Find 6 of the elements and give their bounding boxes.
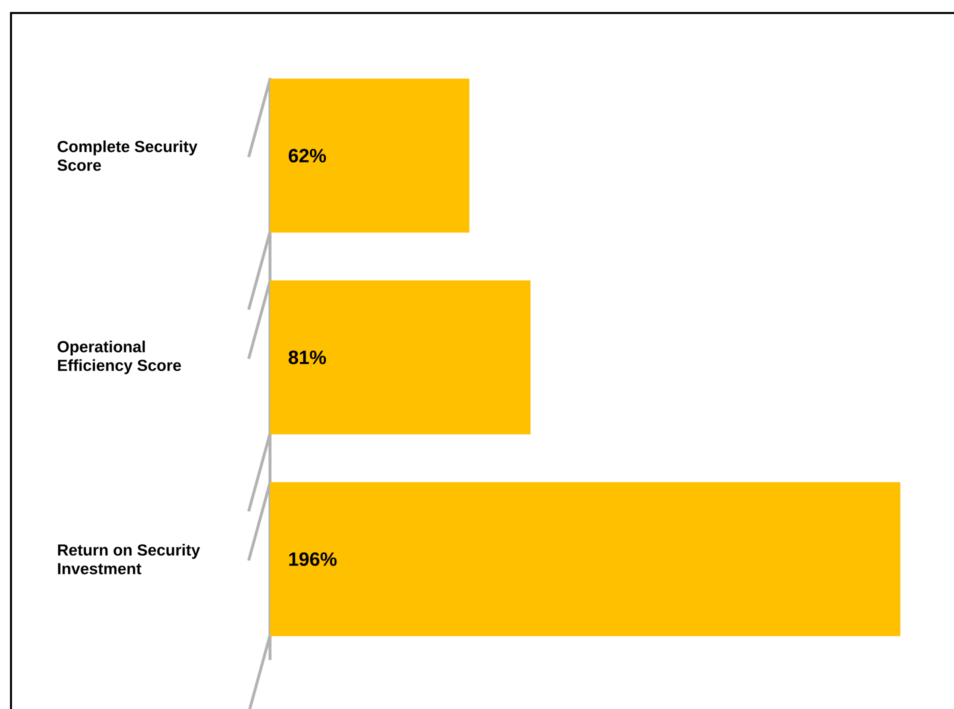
data-label: 62% — [288, 148, 326, 162]
data-label: 196% — [289, 552, 337, 566]
y-tick-label: Complete Security Score — [57, 140, 198, 171]
y-tick-label: Operational Efficiency Score — [58, 340, 181, 374]
data-label: 81% — [288, 350, 326, 364]
y-tick-label: Return on Security Investment — [58, 544, 200, 574]
